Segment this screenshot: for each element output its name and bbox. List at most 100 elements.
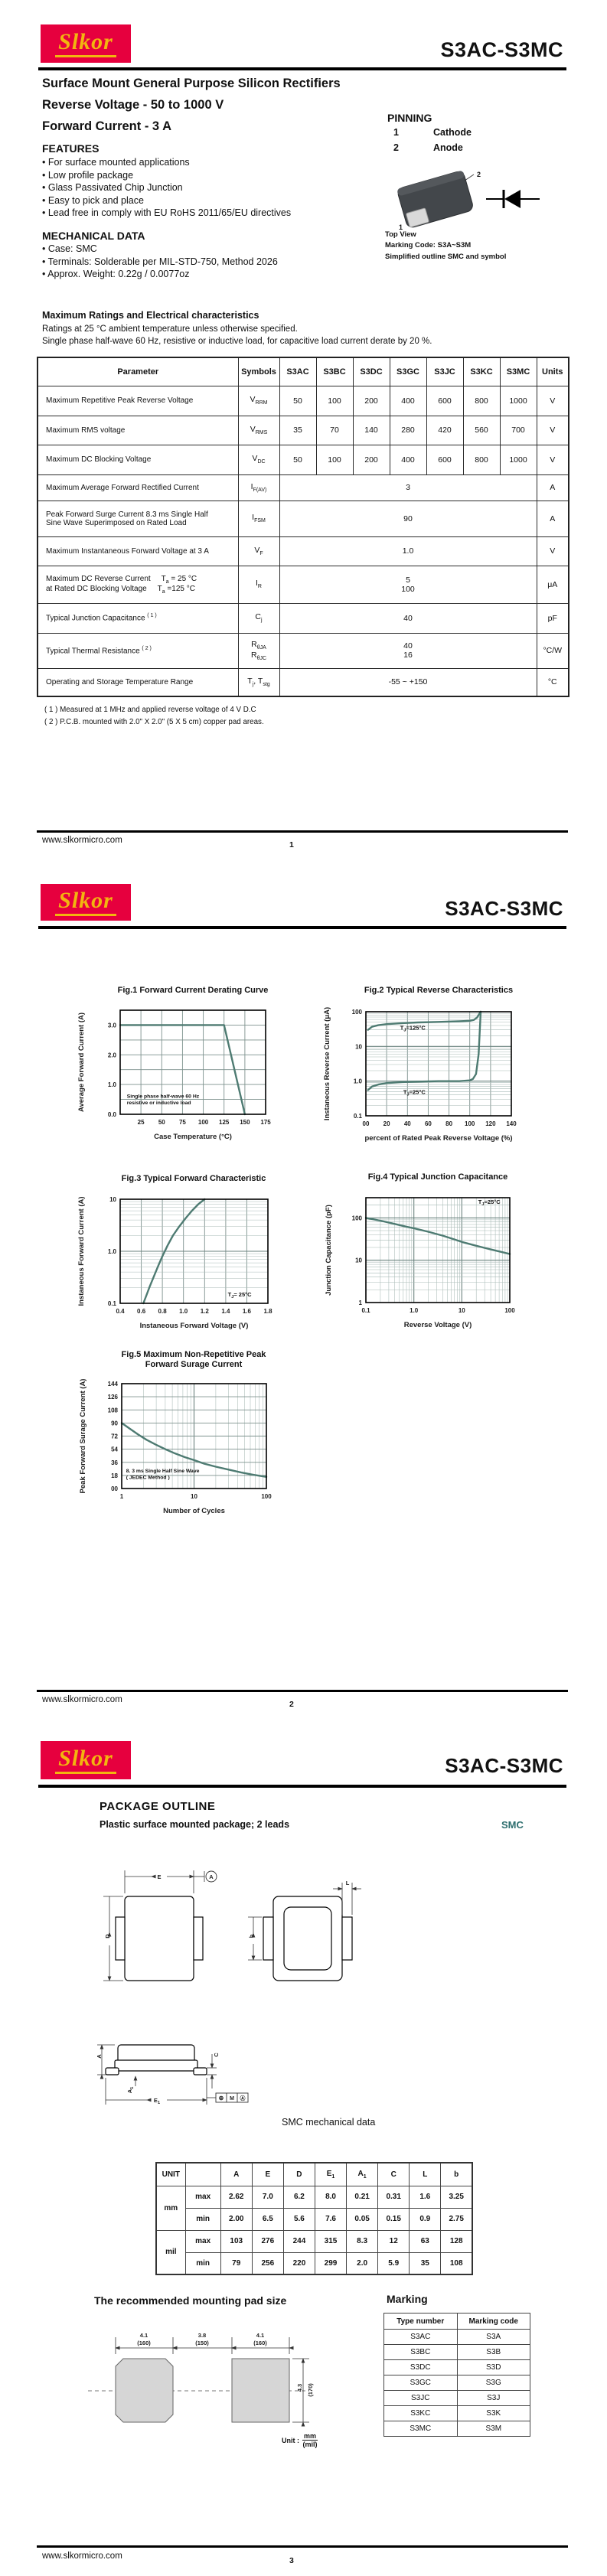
mech-value: 63 xyxy=(409,2229,442,2253)
ratings-value-span: 1.0 xyxy=(279,536,537,566)
tolerance-frame xyxy=(215,2092,249,2103)
subtitle-line: Forward Current - 3 A xyxy=(42,119,171,133)
ratings-heading: Maximum Ratings and Electrical character… xyxy=(42,310,259,321)
marking-cell: S3M xyxy=(456,2421,530,2437)
ratings-value: 50 xyxy=(279,385,317,416)
ratings-value: 600 xyxy=(426,444,464,475)
marking-cell: S3JC xyxy=(383,2390,458,2406)
ratings-parameter: Maximum DC Blocking Voltage xyxy=(37,444,239,475)
pin-row: 2 Anode xyxy=(393,142,463,153)
fig5-surge-chart: 1 10 100 00 18 36 54 72 90 108 126 144 8. 3 ms Singl… xyxy=(74,1378,279,1531)
svg-text:(150): (150) xyxy=(195,2340,209,2346)
svg-text:Instaneous Forward Voltage (V): Instaneous Forward Voltage (V) xyxy=(140,1322,249,1330)
mech-value: 299 xyxy=(314,2252,348,2275)
svg-text:40: 40 xyxy=(404,1120,411,1127)
svg-text:1.0: 1.0 xyxy=(410,1307,419,1314)
ratings-value-span: 90 xyxy=(279,500,537,537)
package-outline-heading: PACKAGE OUTLINE xyxy=(100,1800,216,1813)
svg-text:144: 144 xyxy=(108,1381,119,1387)
svg-text:1.6: 1.6 xyxy=(243,1308,252,1315)
marking-cell: S3GC xyxy=(383,2375,458,2391)
svg-text:1.0: 1.0 xyxy=(179,1308,188,1315)
unit-fraction: mm (mil) xyxy=(302,2432,318,2448)
svg-text:4.3: 4.3 xyxy=(296,2384,303,2392)
dim-Aside-label: A xyxy=(96,2054,103,2059)
mech-value: 0.05 xyxy=(346,2207,379,2231)
svg-text:100: 100 xyxy=(198,1119,209,1126)
mounting-pad-drawing: 4.1 (160) 3.8 (150) 4.1 (160) 4.3 (170) xyxy=(84,2327,321,2437)
left-pad xyxy=(115,2358,174,2423)
mech-unit: mm xyxy=(155,2185,186,2231)
svg-text:1.0: 1.0 xyxy=(354,1078,363,1085)
ratings-col-header: Parameter xyxy=(37,357,239,386)
pin1-label: 1 xyxy=(399,223,403,231)
mech-value: 244 xyxy=(282,2229,315,2253)
svg-text:Peak Forward Surage Current: Peak Forward Surage Current (A) xyxy=(79,1379,87,1494)
svg-text:100: 100 xyxy=(465,1120,475,1127)
package-outline-subheading: Plastic surface mounted package; 2 leads xyxy=(100,1819,290,1830)
package-outline-drawing: E A D b L xyxy=(92,1860,536,2120)
dim-L-label: L xyxy=(346,1880,350,1886)
svg-text:Instaneous Reverse Current: Instaneous Reverse Current (μA) xyxy=(323,1007,331,1120)
mech-limit: min xyxy=(184,2252,221,2275)
pad-unit-note: Unit : mm (mil) xyxy=(282,2432,318,2448)
mech-table-title: SMC mechanical data xyxy=(282,2117,376,2128)
svg-text:100: 100 xyxy=(504,1307,515,1314)
svg-text:1: 1 xyxy=(120,1493,124,1500)
dim-D-label: D xyxy=(104,1934,111,1939)
ratings-symbol: VF xyxy=(237,536,280,566)
bullet-item: • Glass Passivated Chip Junction xyxy=(42,182,183,193)
svg-text:18: 18 xyxy=(111,1472,118,1479)
ratings-unit: V xyxy=(536,536,569,566)
ratings-col-header: Units xyxy=(536,357,569,386)
mech-value: 8.0 xyxy=(314,2185,348,2209)
bullet-item: • Low profile package xyxy=(42,169,134,181)
mech-value: 8.3 xyxy=(346,2229,379,2253)
footer-rule-2 xyxy=(37,1690,568,1692)
ratings-col-header: S3KC xyxy=(462,357,501,386)
note-2: ( 2 ) P.C.B. mounted with 2.0" X 2.0" (5… xyxy=(44,718,264,726)
mech-value: 35 xyxy=(409,2252,442,2275)
ratings-unit: °C/W xyxy=(536,632,569,669)
dim-E-label: E xyxy=(157,1873,161,1880)
svg-text:20: 20 xyxy=(383,1120,390,1127)
ratings-symbol: Tj, Tstg xyxy=(237,667,280,697)
ratings-unit: μA xyxy=(536,565,569,604)
ratings-parameter: Typical Junction Capacitance ( 1 ) xyxy=(37,602,239,634)
package-caption-2: Marking Code: S3A~S3M xyxy=(385,241,472,249)
package-image: 2 1 xyxy=(380,161,545,235)
mech-limit: min xyxy=(184,2207,221,2231)
ratings-unit: V xyxy=(536,415,569,445)
svg-text:125: 125 xyxy=(219,1119,230,1126)
bullet-item: • Approx. Weight: 0.22g / 0.0077oz xyxy=(42,269,190,279)
svg-text:100: 100 xyxy=(352,1215,363,1221)
ratings-col-header: S3BC xyxy=(315,357,354,386)
bullet-item: • For surface mounted applications xyxy=(42,157,190,168)
mech-unit: mil xyxy=(155,2229,186,2275)
ratings-symbol: IFSM xyxy=(237,500,280,537)
marking-cell: S3A xyxy=(456,2329,530,2345)
ratings-col-header: S3AC xyxy=(279,357,317,386)
mech-value: 2.75 xyxy=(440,2207,473,2231)
ratings-value: 400 xyxy=(389,444,427,475)
ratings-value: 800 xyxy=(462,444,501,475)
ratings-table: Parameter Symbols S3AC S3BC S3DC S3GC S3JC S3KC… xyxy=(37,357,569,697)
svg-text:(160): (160) xyxy=(137,2340,151,2346)
marking-cell: S3KC xyxy=(383,2405,458,2421)
slkor-logo-text: Slkor xyxy=(55,30,116,57)
mech-col-header: L xyxy=(409,2162,442,2186)
mech-col-header: C xyxy=(377,2162,410,2186)
mech-value: 6.2 xyxy=(282,2185,315,2209)
ratings-value: 140 xyxy=(352,415,390,445)
mech-col-header: A1 xyxy=(346,2162,379,2186)
marking-col-header: Marking code xyxy=(456,2313,530,2330)
ratings-value-span: 5 100 xyxy=(279,565,537,604)
svg-text:126: 126 xyxy=(108,1394,119,1400)
ratings-unit: pF xyxy=(536,602,569,634)
svg-text:Instaneous Forward Current (: Instaneous Forward Current (A) xyxy=(77,1196,86,1306)
svg-text:8. 3 ms Single Half Sine Wave: 8. 3 ms Single Half Sine Wave xyxy=(126,1469,200,1474)
ratings-value: 600 xyxy=(426,385,464,416)
marking-cell: S3K xyxy=(456,2405,530,2421)
